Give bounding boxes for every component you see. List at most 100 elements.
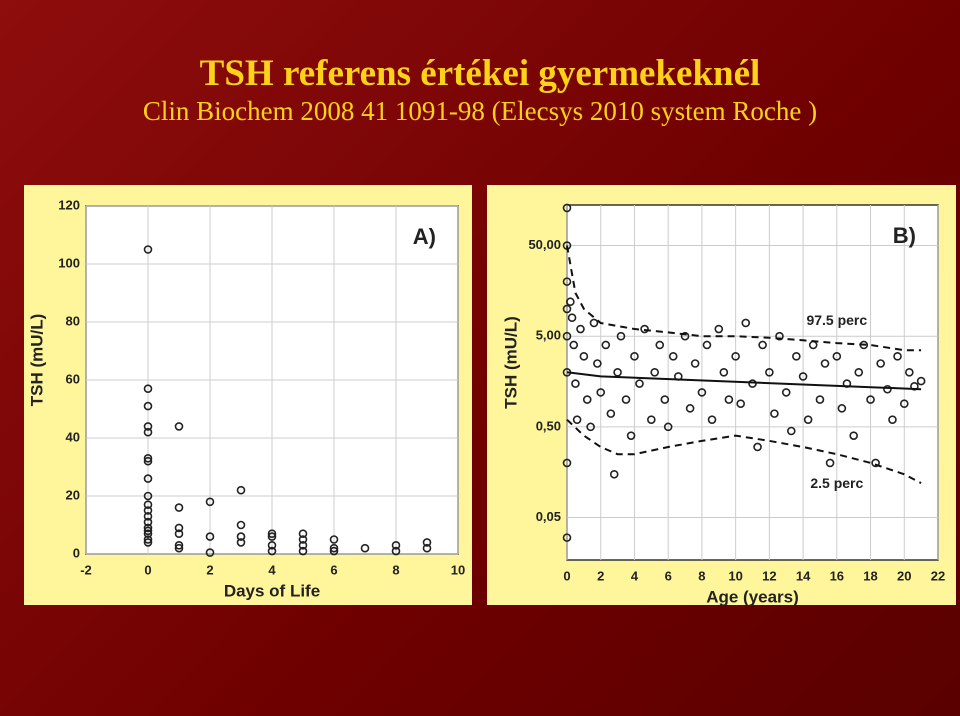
point bbox=[660, 395, 670, 404]
x-tick-label: 8 bbox=[392, 562, 399, 577]
x-tick-label: 16 bbox=[830, 568, 844, 583]
point bbox=[781, 388, 791, 397]
y-axis-label: TSH (mU/L) bbox=[501, 316, 520, 409]
point bbox=[719, 367, 729, 377]
point bbox=[572, 415, 582, 424]
point bbox=[174, 543, 184, 553]
y-tick-label: 50,00 bbox=[528, 237, 561, 252]
point bbox=[236, 485, 246, 495]
point bbox=[621, 395, 631, 404]
point bbox=[888, 415, 897, 424]
x-tick-label: 20 bbox=[897, 568, 911, 583]
point bbox=[391, 540, 401, 550]
point bbox=[663, 422, 673, 432]
point bbox=[562, 533, 572, 542]
slide-subtitle: Clin Biochem 2008 41 1091-98 (Elecsys 20… bbox=[142, 96, 818, 126]
x-tick-label: 4 bbox=[268, 562, 276, 577]
point bbox=[298, 540, 308, 550]
point bbox=[593, 359, 602, 368]
point bbox=[298, 529, 308, 539]
percentile-line bbox=[566, 245, 922, 352]
point bbox=[635, 379, 644, 388]
point bbox=[562, 277, 572, 286]
point bbox=[143, 535, 153, 544]
x-tick-label: 2 bbox=[206, 562, 213, 577]
point bbox=[702, 340, 712, 350]
x-tick-label: 10 bbox=[451, 562, 465, 577]
point bbox=[871, 458, 880, 468]
point bbox=[422, 543, 432, 553]
point bbox=[606, 409, 616, 418]
x-tick-label: 14 bbox=[796, 568, 811, 583]
point bbox=[566, 297, 575, 307]
point bbox=[205, 532, 215, 541]
point bbox=[143, 529, 153, 539]
point bbox=[680, 331, 690, 341]
point bbox=[792, 352, 801, 361]
point bbox=[329, 546, 339, 556]
point bbox=[143, 401, 153, 411]
y-tick-label: 60 bbox=[66, 371, 80, 386]
point bbox=[143, 456, 153, 466]
x-tick-label: 22 bbox=[931, 568, 945, 583]
point bbox=[854, 367, 864, 377]
point bbox=[267, 546, 277, 556]
point bbox=[650, 367, 659, 377]
x-tick-label: 8 bbox=[698, 568, 705, 583]
point bbox=[613, 367, 622, 377]
point bbox=[640, 324, 649, 334]
point bbox=[916, 376, 926, 386]
point bbox=[205, 548, 215, 557]
point bbox=[143, 517, 153, 527]
point bbox=[609, 469, 619, 479]
point bbox=[820, 359, 830, 368]
point bbox=[562, 331, 572, 341]
y-tick-label: 80 bbox=[66, 313, 80, 328]
line-label: 2.5 perc bbox=[810, 475, 863, 491]
x-tick-label: 0 bbox=[563, 568, 570, 583]
point bbox=[775, 331, 784, 341]
point bbox=[741, 318, 751, 328]
point bbox=[690, 359, 700, 368]
point bbox=[731, 352, 740, 361]
point bbox=[422, 538, 432, 547]
y-tick-label: 0,05 bbox=[536, 509, 561, 524]
point bbox=[562, 304, 572, 314]
point bbox=[770, 409, 779, 418]
point bbox=[329, 543, 339, 553]
point bbox=[786, 426, 796, 436]
point bbox=[143, 511, 153, 521]
point bbox=[174, 422, 184, 431]
point bbox=[143, 523, 153, 533]
panel-label: B) bbox=[893, 223, 916, 248]
point bbox=[837, 404, 847, 413]
median-line bbox=[566, 371, 922, 391]
point bbox=[143, 422, 153, 431]
point bbox=[815, 395, 825, 404]
point bbox=[832, 352, 842, 361]
point bbox=[571, 379, 580, 388]
x-tick-label: 6 bbox=[665, 568, 672, 583]
line-label: 97.5 perc bbox=[806, 312, 867, 328]
point bbox=[360, 543, 370, 553]
y-tick-label: 0,50 bbox=[536, 418, 561, 433]
point bbox=[576, 324, 585, 334]
point bbox=[736, 399, 745, 409]
point bbox=[753, 442, 762, 452]
slide-title: TSH referens értékei gyermekeknél bbox=[199, 53, 761, 94]
y-tick-label: 0 bbox=[73, 545, 80, 560]
point bbox=[174, 503, 184, 512]
point bbox=[236, 520, 246, 530]
point bbox=[601, 340, 611, 350]
point bbox=[899, 399, 909, 409]
point bbox=[143, 506, 153, 515]
point bbox=[626, 431, 636, 440]
point bbox=[596, 388, 606, 397]
x-axis-label: Days of Life bbox=[224, 581, 320, 600]
point bbox=[143, 453, 153, 463]
y-tick-label: 100 bbox=[58, 255, 80, 270]
point bbox=[391, 546, 401, 556]
y-tick-label: 20 bbox=[66, 487, 80, 502]
point bbox=[267, 540, 277, 550]
